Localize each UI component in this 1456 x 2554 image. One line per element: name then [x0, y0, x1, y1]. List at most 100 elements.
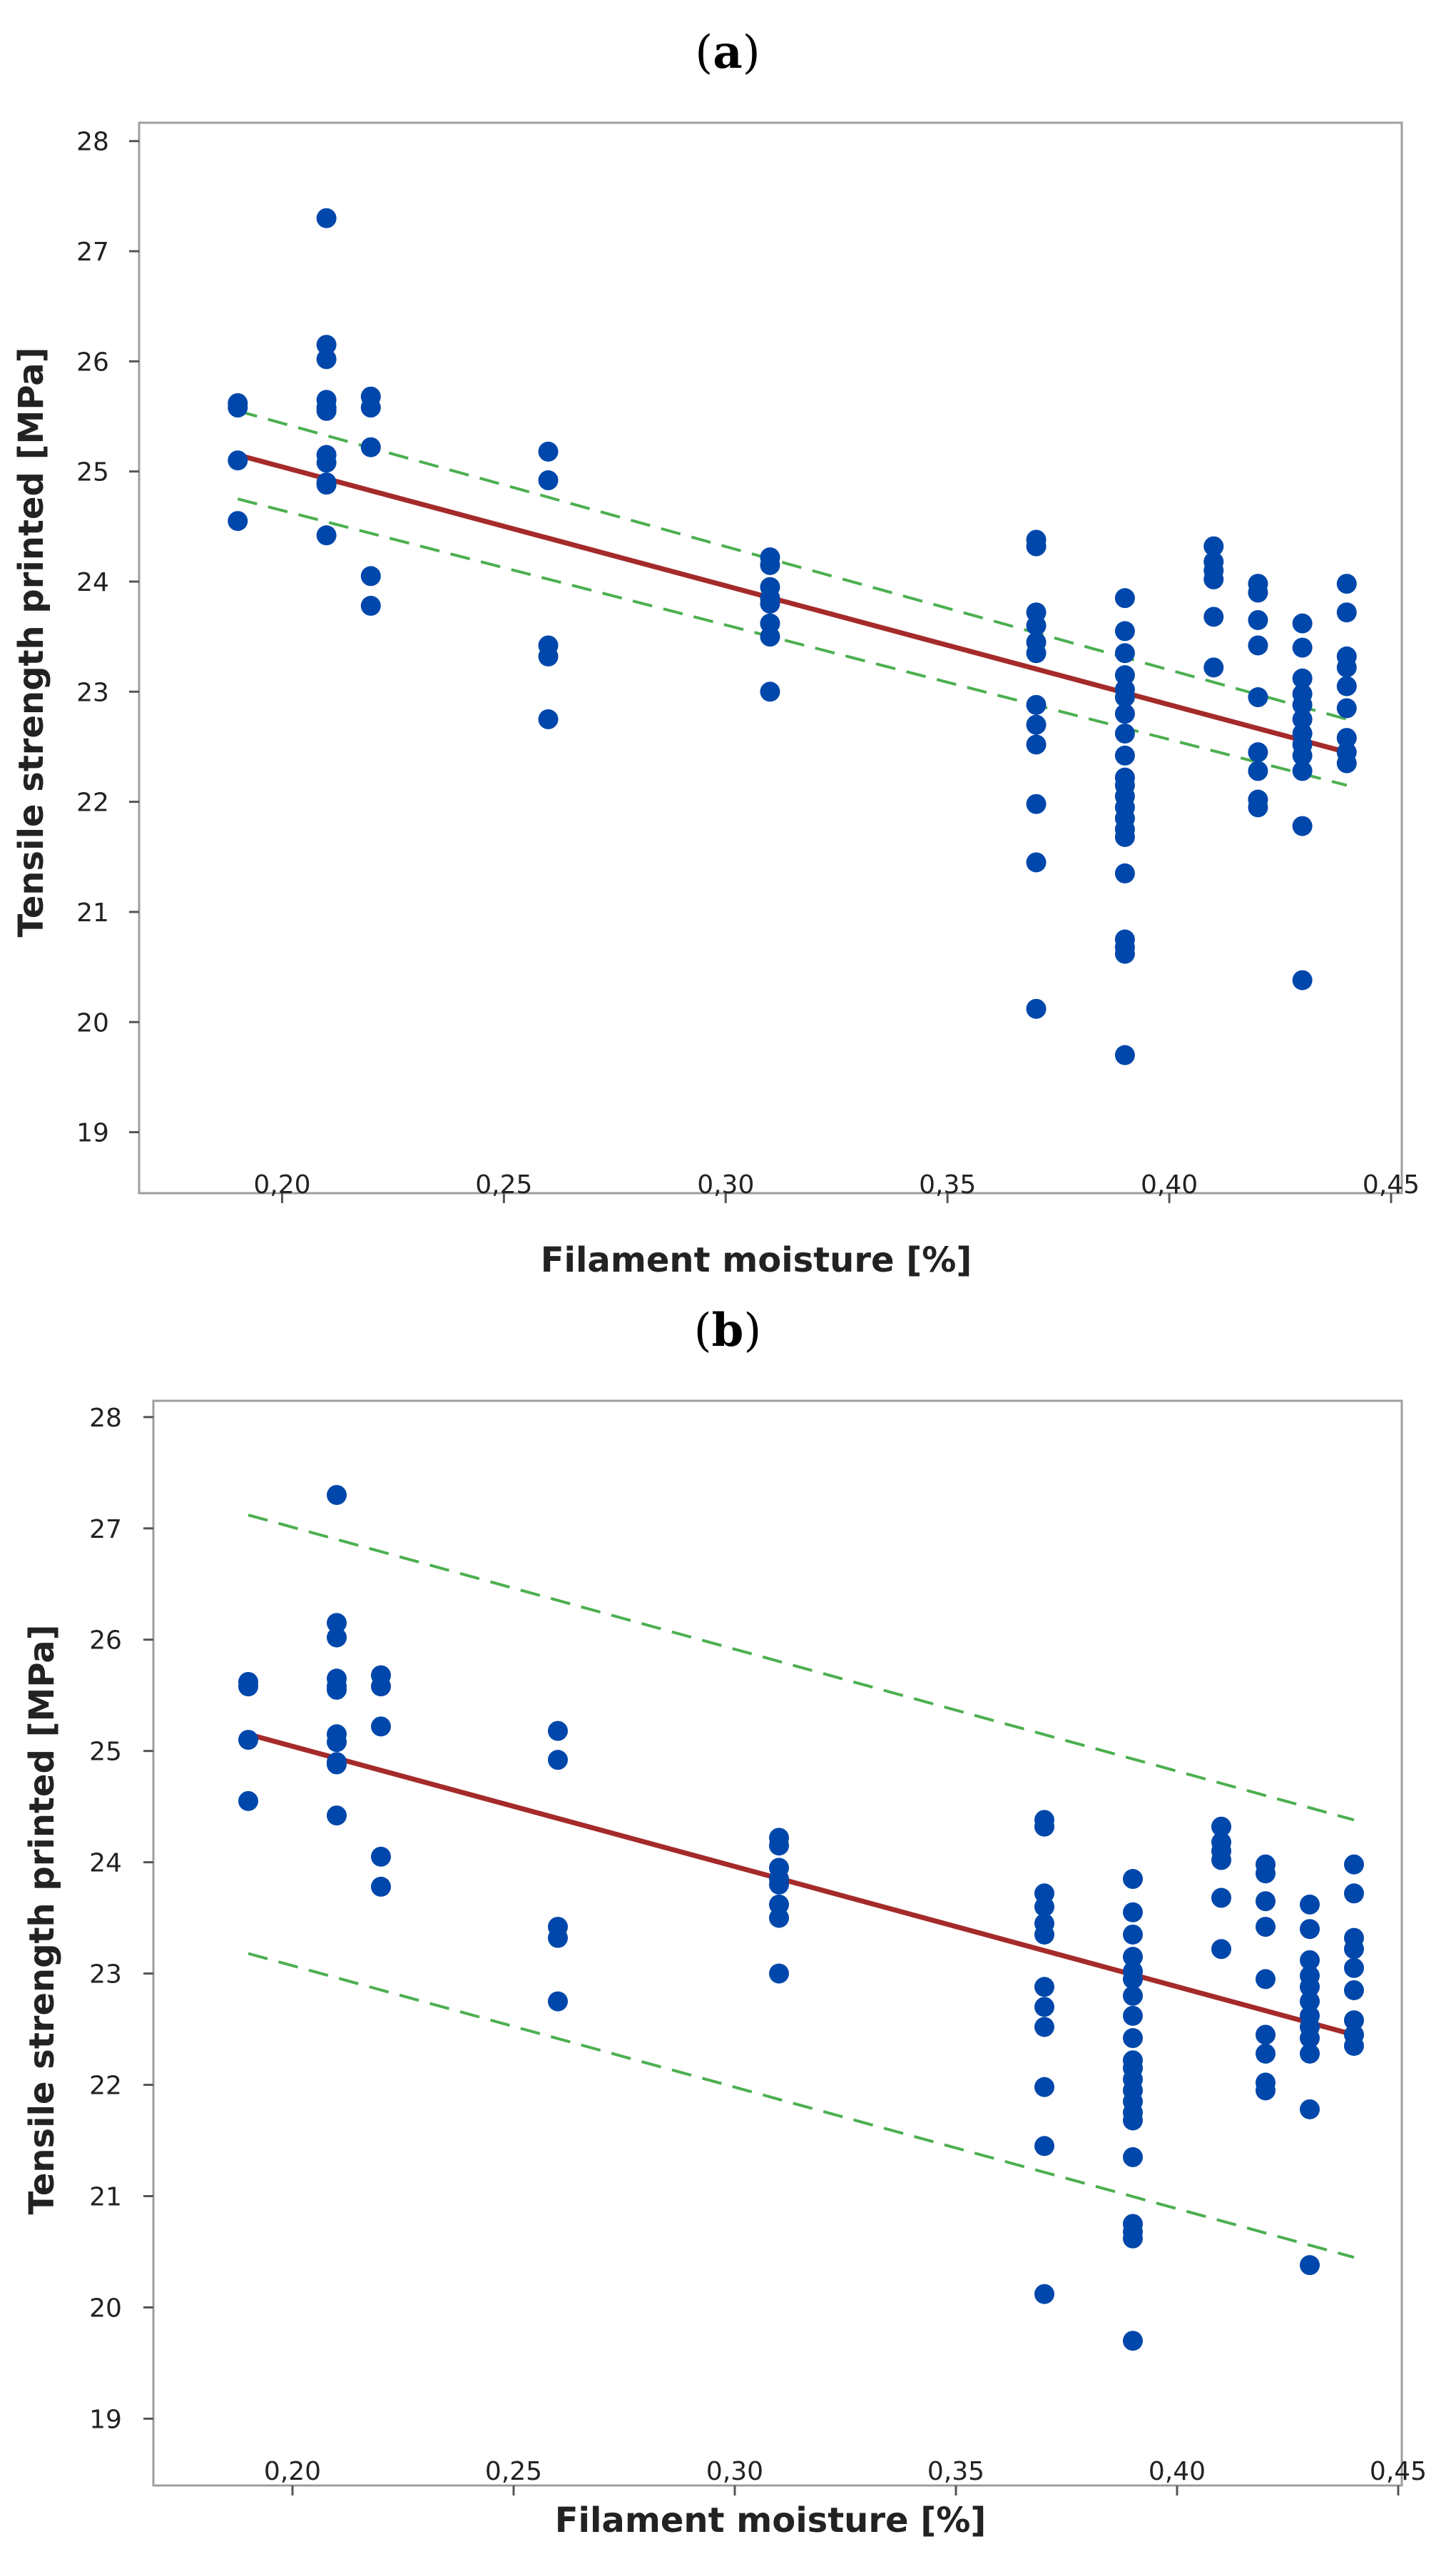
data-point [1026, 615, 1047, 636]
panel-a: (a) 19 20 21 22 23 24 25 26 27 28 0,20 0,25 0,30 0,35 0… [11, 26, 1420, 1280]
band-lower-line [237, 497, 1348, 787]
x-tick-label: 0,25 [475, 1170, 532, 1200]
data-point [360, 595, 381, 616]
data-point [1256, 2043, 1276, 2064]
data-point [316, 475, 337, 495]
y-tick-label: 28 [76, 128, 109, 157]
data-point [1248, 687, 1268, 708]
data-point [238, 1730, 258, 1750]
y-tick-label: 20 [76, 1008, 109, 1038]
y-tick-label: 27 [76, 238, 109, 267]
data-point [1114, 745, 1135, 766]
data-point [1211, 1939, 1231, 1960]
x-tick-label: 0,40 [1141, 1170, 1198, 1200]
data-point [238, 1676, 258, 1697]
data-point [316, 208, 337, 228]
data-point [1034, 2017, 1054, 2037]
fit-line [248, 1731, 1355, 2037]
data-point [769, 1907, 789, 1928]
data-point [316, 400, 337, 421]
data-point [1034, 1897, 1054, 1917]
data-point [1256, 1891, 1276, 1912]
data-point [1292, 694, 1313, 715]
data-point [1123, 1947, 1143, 1967]
data-point [1344, 2035, 1364, 2056]
x-tick-label: 0,35 [919, 1170, 976, 1200]
data-point [238, 1790, 258, 1811]
data-point [1300, 1977, 1320, 1997]
data-point [548, 1991, 568, 2012]
data-point [1203, 607, 1224, 627]
data-point [1026, 714, 1047, 735]
data-point [1300, 1991, 1320, 2012]
data-point [1211, 1816, 1231, 1837]
data-point [1211, 1887, 1231, 1908]
data-point [327, 1679, 347, 1700]
band-upper-line [248, 1514, 1355, 1822]
y-tick-label: 24 [76, 568, 109, 597]
data-point [1026, 794, 1047, 814]
data-point [1114, 704, 1135, 724]
panel-label-close: ) [743, 26, 760, 79]
data-point [1114, 1045, 1135, 1065]
data-point [538, 709, 559, 729]
x-axis-title: Filament moisture [%] [555, 2500, 987, 2540]
data-point [548, 1750, 568, 1770]
data-point [1114, 588, 1135, 609]
y-tick-label: 22 [76, 789, 109, 818]
data-point [1114, 643, 1135, 664]
y-tick-label: 19 [76, 1119, 109, 1148]
data-point [316, 525, 337, 546]
data-point [1256, 1969, 1276, 1990]
data-point [1123, 2147, 1143, 2167]
band-lower-line [248, 1952, 1355, 2259]
data-point [1256, 2025, 1276, 2045]
data-point [1248, 609, 1268, 630]
data-point [1123, 1924, 1143, 1945]
x-tick-label: 0,25 [485, 2457, 542, 2486]
data-point [228, 450, 248, 471]
x-tick-label: 0,45 [1370, 2457, 1427, 2486]
data-point [327, 1627, 347, 1648]
data-point [1123, 2058, 1143, 2079]
data-point [1034, 2284, 1054, 2304]
data-point [1026, 536, 1047, 557]
data-point [1300, 2043, 1320, 2064]
band-upper-line [237, 409, 1348, 721]
data-point [1300, 1894, 1320, 1915]
panel-label-letter: a [713, 26, 742, 79]
data-point [1123, 1985, 1143, 2006]
data-point [1034, 1924, 1054, 1945]
data-point [1256, 1917, 1276, 1937]
data-point [1123, 2110, 1143, 2131]
data-point [1300, 2099, 1320, 2119]
data-point [1292, 970, 1313, 990]
panel-label-close: ) [743, 1304, 761, 1357]
data-point [1300, 2028, 1320, 2049]
data-point [1123, 1902, 1143, 1922]
data-point [1336, 602, 1357, 623]
data-point [760, 627, 780, 647]
data-point [1203, 536, 1224, 557]
panel-label-open: ( [695, 26, 713, 79]
data-point [1123, 1869, 1143, 1890]
data-point [1300, 2255, 1320, 2276]
x-axis-title: Filament moisture [%] [541, 1240, 972, 1280]
data-point [1034, 2077, 1054, 2097]
data-point [327, 1484, 347, 1505]
data-point [1256, 1863, 1276, 1884]
x-tick-label: 0,20 [253, 1170, 310, 1200]
data-point [1256, 2080, 1276, 2101]
data-point [1344, 2010, 1364, 2031]
data-point [1344, 1883, 1364, 1904]
data-point [1034, 2136, 1054, 2157]
data-point [1203, 569, 1224, 589]
panel-label-open: ( [694, 1304, 712, 1357]
data-point [1123, 2228, 1143, 2249]
y-axis-title: Tensile strength printed [MPa] [11, 347, 51, 937]
data-point [538, 441, 559, 462]
data-point [371, 1716, 391, 1737]
data-point [1344, 1980, 1364, 2000]
